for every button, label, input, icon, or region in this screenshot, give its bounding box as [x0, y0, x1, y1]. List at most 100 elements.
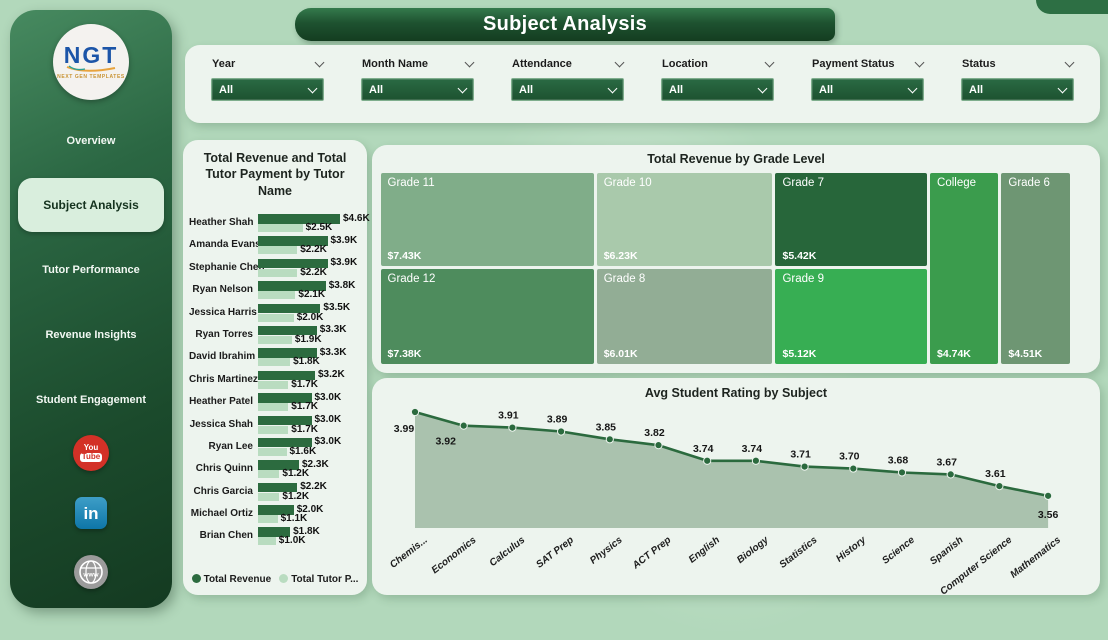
chevron-down-icon[interactable]: [1064, 57, 1075, 68]
treemap-cell-grade-9[interactable]: Grade 9 $5.12K: [775, 268, 928, 364]
data-point[interactable]: [751, 456, 760, 465]
sidebar-item-student-engagement[interactable]: Student Engagement: [35, 393, 146, 406]
tutor-name: Jessica Harris: [189, 306, 257, 318]
revenue-bar: [258, 348, 317, 358]
table-row[interactable]: Chris Martinez $3.2K $1.7K: [189, 369, 365, 391]
filter-month-name-dropdown[interactable]: All: [361, 78, 474, 101]
table-row[interactable]: Ryan Torres $3.3K $1.9K: [189, 324, 365, 346]
table-row[interactable]: Michael Ortiz $2.0K $1.1K: [189, 503, 365, 525]
table-row[interactable]: Heather Shah $4.6K $2.5K: [189, 212, 370, 234]
filter-label: Attendance: [512, 58, 572, 70]
sidebar-item-overview[interactable]: Overview: [66, 134, 116, 147]
revenue-value: $4.6K: [343, 212, 370, 224]
filter-year-dropdown[interactable]: All: [211, 78, 324, 101]
data-point[interactable]: [800, 462, 809, 471]
treemap-cell-grade-10[interactable]: Grade 10 $6.23K: [596, 172, 773, 266]
table-row[interactable]: Amanda Evans $3.9K $2.2K: [189, 234, 365, 256]
filter-year: Year All: [211, 57, 325, 123]
filter-location-dropdown[interactable]: All: [661, 78, 774, 101]
table-row[interactable]: Heather Patel $3.0K $1.7K: [189, 391, 365, 413]
treemap-cell-grade-6[interactable]: Grade 6 $4.51K: [1001, 172, 1071, 364]
table-row[interactable]: David Ibrahim $3.3K $1.8K: [189, 346, 365, 368]
sidebar-item-tutor-performance[interactable]: Tutor Performance: [42, 263, 140, 276]
data-point[interactable]: [557, 427, 566, 436]
treemap-cell-label: Grade 9: [782, 272, 825, 285]
data-point[interactable]: [995, 482, 1004, 491]
youtube-icon[interactable]: You Tube: [73, 435, 109, 471]
tutor-name: Heather Patel: [189, 396, 253, 408]
treemap-cell-college[interactable]: College $4.74K: [930, 172, 999, 364]
payment-value: $1.9K: [294, 333, 322, 345]
chevron-down-icon[interactable]: [314, 57, 325, 68]
treemap-cell-grade-8[interactable]: Grade 8 $6.01K: [596, 268, 773, 364]
website-globe-icon[interactable]: www: [74, 555, 108, 589]
revenue-value: $3.9K: [330, 257, 358, 269]
treemap: Grade 11 $7.43K Grade 12 $7.38K Grade 10 $6.2…: [379, 171, 1072, 365]
filter-payment-status-dropdown[interactable]: All: [811, 78, 924, 101]
linkedin-icon[interactable]: in: [75, 497, 107, 529]
revenue-value: $2.2K: [300, 481, 327, 493]
chevron-down-icon: [757, 83, 768, 93]
revenue-bar: [258, 258, 328, 269]
treemap-cell-value: $7.38K: [387, 347, 422, 360]
data-label: 3.61: [985, 468, 1006, 480]
payment-bar: [258, 268, 298, 277]
filter-attendance-dropdown[interactable]: All: [511, 78, 624, 101]
table-row[interactable]: Ryan Lee $3.0K $1.6K: [189, 436, 365, 458]
filter-value: All: [519, 83, 534, 96]
data-label: 3.89: [547, 414, 568, 426]
x-axis-label: Chemis...: [388, 535, 430, 571]
data-point[interactable]: [508, 423, 517, 432]
table-row[interactable]: Jessica Shah $3.0K $1.7K: [189, 414, 365, 436]
treemap-cell-grade-11[interactable]: Grade 11 $7.43K: [380, 172, 594, 266]
payment-value: $2.2K: [300, 244, 327, 256]
chevron-down-icon[interactable]: [764, 57, 775, 68]
filter-status-dropdown[interactable]: All: [961, 78, 1074, 101]
logo-tagline: NEXT GEN TEMPLATES: [57, 74, 125, 80]
sidebar-item-revenue-insights[interactable]: Revenue Insights: [45, 328, 137, 341]
data-point[interactable]: [946, 470, 955, 479]
chevron-down-icon: [1057, 83, 1068, 93]
table-row[interactable]: Brian Chen $1.8K $1.0K: [189, 525, 365, 547]
data-point[interactable]: [897, 468, 907, 477]
chevron-down-icon[interactable]: [464, 57, 475, 68]
table-row[interactable]: Chris Garcia $2.2K $1.2K: [189, 481, 365, 503]
revenue-bar: [258, 393, 312, 403]
chevron-down-icon: [457, 83, 468, 93]
sidebar-item-subject-analysis[interactable]: Subject Analysis: [18, 178, 164, 232]
tutor-name: Chris Quinn: [195, 463, 253, 475]
treemap-cell-value: $4.74K: [937, 347, 971, 360]
data-point[interactable]: [410, 407, 420, 417]
data-point[interactable]: [849, 464, 858, 473]
data-point[interactable]: [654, 441, 663, 450]
data-label: 3.82: [644, 427, 665, 439]
x-axis-label: ACT Prep: [630, 535, 673, 572]
payment-bar: [258, 470, 280, 479]
treemap-cell-grade-7[interactable]: Grade 7 $5.42K: [775, 172, 928, 266]
table-row[interactable]: Stephanie Chen $3.9K $2.2K: [189, 257, 365, 279]
payment-bar: [258, 335, 292, 344]
treemap-cell-grade-12[interactable]: Grade 12 $7.38K: [380, 268, 594, 364]
filter-label: Payment Status: [812, 58, 895, 70]
table-row[interactable]: Ryan Nelson $3.8K $2.1K: [189, 279, 365, 301]
tutor-name: Brian Chen: [199, 530, 253, 542]
payment-bar: [258, 537, 276, 546]
filter-label: Year: [212, 58, 236, 70]
filter-value: All: [669, 83, 684, 96]
data-point[interactable]: [459, 421, 468, 430]
data-point[interactable]: [1044, 491, 1053, 500]
table-row[interactable]: Jessica Harris $3.5K $2.0K: [189, 302, 365, 324]
tutor-chart-title: Total Revenue and Total Tutor Payment by…: [203, 151, 347, 198]
filter-location: Location All: [661, 57, 775, 123]
chevron-down-icon[interactable]: [614, 57, 625, 68]
x-axis-label: Physics: [588, 534, 625, 566]
tutor-bar-chart-card: Total Revenue and Total Tutor Payment by…: [183, 140, 370, 595]
revenue-value: $3.0K: [314, 436, 342, 448]
sidebar-nav: Overview Subject Analysis Tutor Performanc…: [10, 108, 172, 432]
data-point[interactable]: [703, 456, 712, 465]
filter-value: All: [819, 83, 834, 96]
table-row[interactable]: Chris Quinn $2.3K $1.2K: [189, 458, 365, 480]
data-point[interactable]: [605, 435, 614, 444]
revenue-bar: [258, 325, 317, 336]
chevron-down-icon[interactable]: [914, 57, 925, 68]
